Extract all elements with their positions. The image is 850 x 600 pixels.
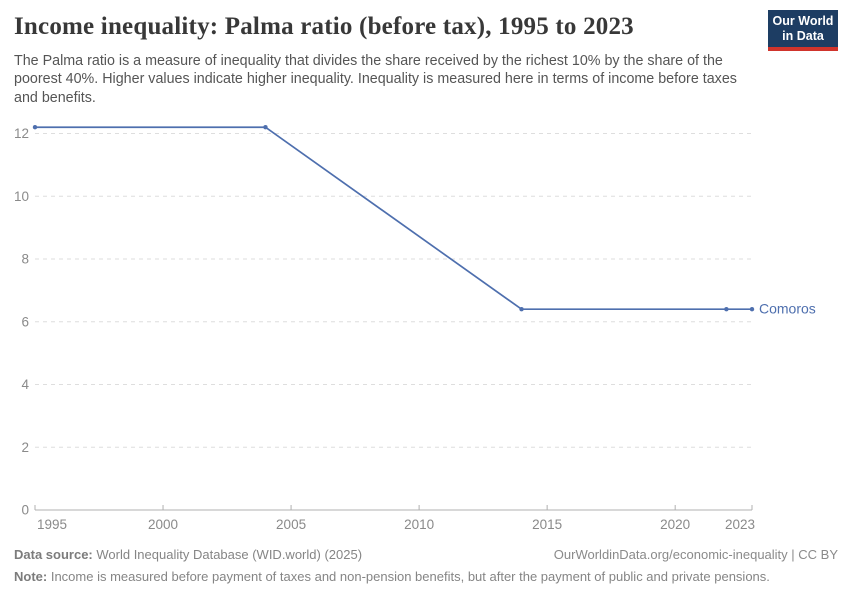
owid-logo-line1: Our World [772, 14, 834, 28]
y-tick-label: 0 [21, 503, 29, 518]
x-tick-label: 2020 [660, 517, 690, 532]
note-label: Note: [14, 569, 48, 584]
series-label[interactable]: Comoros [759, 301, 816, 317]
note-value: Income is measured before payment of tax… [50, 569, 770, 584]
data-point[interactable] [519, 307, 524, 312]
x-tick-label: 1995 [37, 517, 67, 532]
y-tick-label: 8 [21, 252, 29, 267]
x-tick-label: 2023 [725, 517, 755, 532]
data-point[interactable] [32, 125, 38, 130]
datasource-line: Data source: World Inequality Database (… [14, 547, 362, 562]
chart-subtitle: The Palma ratio is a measure of inequali… [14, 53, 737, 106]
owid-logo-line2: in Data [782, 29, 824, 43]
line-chart: 0 2 4 6 8 10 12 1995 2000 2005 2010 2015 2020 2023 Com… [14, 125, 816, 532]
y-tick-label: 6 [21, 314, 29, 329]
data-point[interactable] [263, 125, 268, 130]
datasource-label: Data source: [14, 547, 93, 562]
note-line: Note: Income is measured before payment … [14, 569, 770, 584]
x-tick-label: 2005 [276, 517, 306, 532]
data-point[interactable] [724, 307, 729, 312]
y-tick-label: 10 [14, 189, 29, 204]
y-tick-label: 4 [21, 377, 29, 392]
datasource-value: World Inequality Database (WID.world) (2… [96, 547, 363, 562]
x-tick-label: 2015 [532, 517, 562, 532]
x-tick-label: 2010 [404, 517, 434, 532]
chart-title: Income inequality: Palma ratio (before t… [14, 13, 634, 40]
owid-logo[interactable]: Our World in Data [768, 10, 838, 51]
y-tick-label: 2 [21, 440, 29, 455]
data-point[interactable] [749, 307, 755, 312]
footer-citation-link[interactable]: OurWorldinData.org/economic-inequality |… [553, 547, 838, 562]
data-line[interactable] [35, 126, 752, 311]
y-tick-label: 12 [14, 126, 29, 141]
x-tick-label: 2000 [148, 517, 178, 532]
